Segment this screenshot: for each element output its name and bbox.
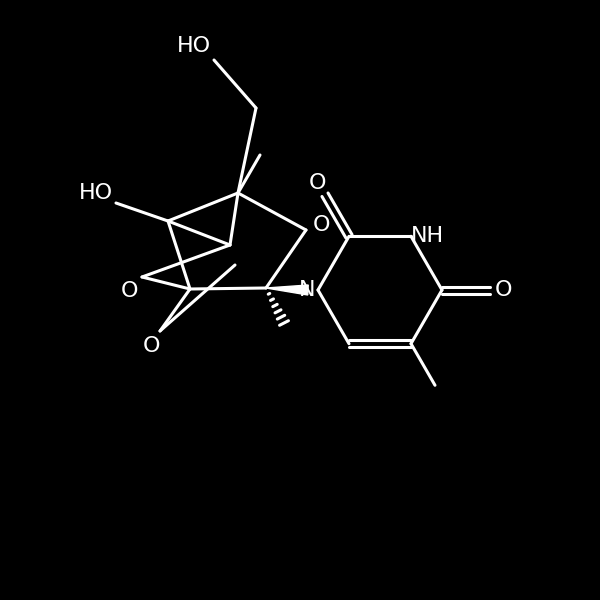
Text: O: O (121, 281, 139, 301)
Text: O: O (495, 280, 513, 300)
Text: N: N (299, 280, 315, 300)
Text: O: O (309, 173, 327, 193)
Text: O: O (312, 215, 330, 235)
Text: NH: NH (410, 226, 443, 247)
Text: HO: HO (177, 36, 211, 56)
Polygon shape (266, 285, 308, 295)
Text: O: O (143, 336, 161, 356)
Text: HO: HO (79, 183, 113, 203)
